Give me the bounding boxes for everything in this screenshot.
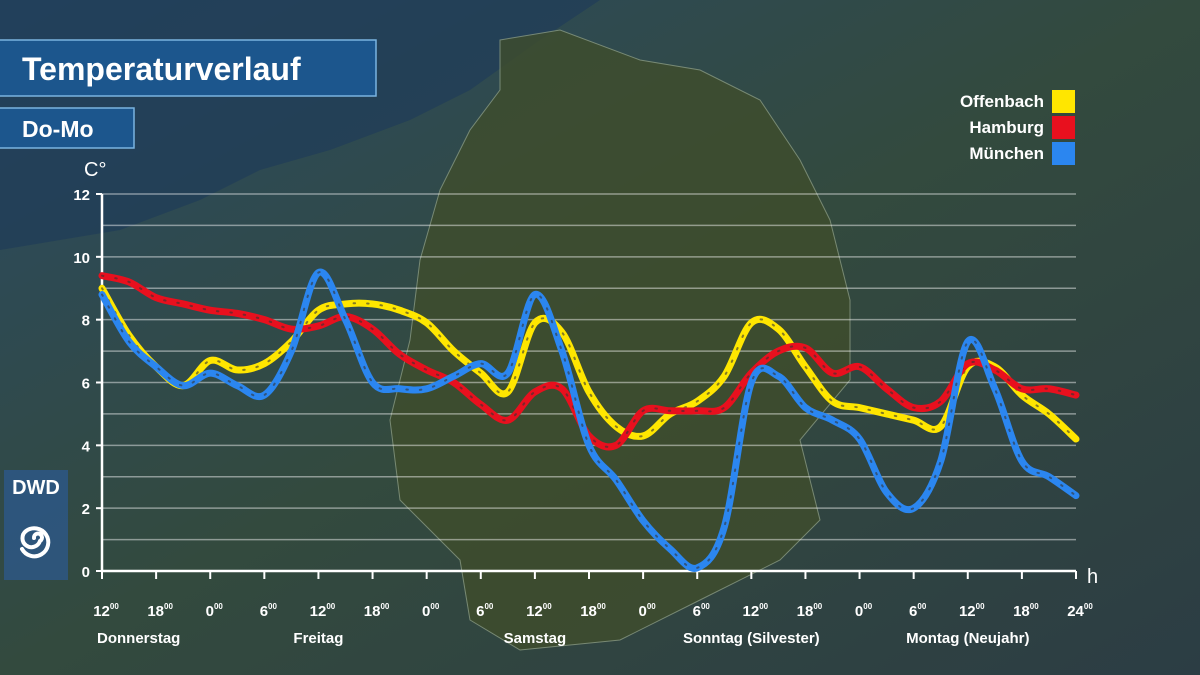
x-tick-minutes: 00	[268, 602, 277, 611]
x-tick-label: 000	[422, 602, 440, 620]
x-tick-hour: 12	[310, 603, 327, 620]
x-tick-label: 1800	[580, 602, 606, 620]
x-tick-hour: 6	[909, 603, 917, 620]
y-tick-label: 12	[73, 187, 90, 204]
y-tick-label: 4	[82, 438, 91, 455]
x-tick-minutes: 00	[164, 602, 173, 611]
x-tick-hour: 18	[1013, 603, 1030, 620]
x-tick-minutes: 00	[597, 602, 606, 611]
x-tick-hour: 24	[1067, 603, 1084, 620]
legend-swatch	[1052, 142, 1075, 165]
legend-label: München	[969, 144, 1044, 163]
x-tick-minutes: 00	[110, 602, 119, 611]
x-tick-hour: 12	[93, 603, 110, 620]
series-line	[98, 268, 1080, 572]
y-axis-label: C°	[84, 159, 106, 181]
x-tick-minutes: 00	[214, 602, 223, 611]
x-tick-hour: 6	[693, 603, 701, 620]
x-tick-minutes: 00	[430, 602, 439, 611]
day-label: Montag (Neujahr)	[906, 630, 1029, 647]
x-tick-label: 600	[693, 602, 711, 620]
legend-swatch	[1052, 90, 1075, 113]
day-label: Sonntag (Silvester)	[683, 630, 820, 647]
logo-spiral	[20, 526, 51, 559]
y-tick-label: 0	[82, 564, 90, 581]
x-tick-hour: 6	[260, 603, 268, 620]
y-tick-label: 8	[82, 313, 90, 330]
x-tick-minutes: 00	[813, 602, 822, 611]
chart-subtitle: Do-Mo	[22, 116, 94, 142]
x-tick-minutes: 00	[326, 602, 335, 611]
x-tick-label: 1800	[797, 602, 823, 620]
x-tick-hour: 12	[526, 603, 543, 620]
x-tick-hour: 18	[147, 603, 164, 620]
y-tick-label: 10	[73, 250, 90, 267]
x-tick-label: 1200	[526, 602, 552, 620]
day-label: Freitag	[293, 630, 343, 647]
germany-map	[389, 29, 851, 651]
x-tick-label: 1800	[364, 602, 390, 620]
x-tick-hour: 0	[206, 603, 214, 620]
x-tick-minutes: 00	[917, 602, 926, 611]
x-tick-hour: 0	[855, 603, 863, 620]
x-tick-label: 000	[638, 602, 656, 620]
x-tick-minutes: 00	[759, 602, 768, 611]
x-tick-hour: 18	[364, 603, 381, 620]
logo-text: DWD	[12, 477, 60, 499]
x-tick-hour: 12	[743, 603, 760, 620]
x-tick-minutes: 00	[701, 602, 710, 611]
x-tick-label: 600	[476, 602, 494, 620]
y-tick-label: 2	[82, 501, 90, 518]
series-line	[98, 284, 1080, 443]
x-tick-minutes: 00	[647, 602, 656, 611]
legend-label: Offenbach	[960, 92, 1044, 111]
legend-swatch	[1052, 116, 1075, 139]
x-tick-hour: 0	[422, 603, 430, 620]
x-tick-label: 1800	[147, 602, 173, 620]
x-tick-label: 1200	[743, 602, 769, 620]
x-axis-label: h	[1087, 566, 1098, 588]
x-tick-minutes: 00	[543, 602, 552, 611]
x-tick-hour: 6	[476, 603, 484, 620]
subtitle-box	[0, 107, 135, 149]
x-tick-label: 1200	[959, 602, 985, 620]
series-dots	[101, 274, 1077, 448]
chart-title: Temperaturverlauf	[22, 51, 301, 87]
x-tick-label: 1200	[310, 602, 336, 620]
x-tick-label: 000	[855, 602, 873, 620]
x-tick-label: 1200	[93, 602, 119, 620]
x-tick-hour: 18	[797, 603, 814, 620]
title-box	[0, 39, 377, 97]
logo-box	[4, 470, 68, 580]
legend-label: Hamburg	[969, 118, 1044, 137]
x-tick-label: 600	[260, 602, 278, 620]
x-tick-hour: 18	[580, 603, 597, 620]
x-tick-label: 1800	[1013, 602, 1039, 620]
y-tick-label: 6	[82, 376, 90, 393]
x-tick-minutes: 00	[380, 602, 389, 611]
x-tick-minutes: 00	[1084, 602, 1093, 611]
x-tick-label: 000	[206, 602, 224, 620]
day-label: Samstag	[504, 630, 567, 647]
x-tick-label: 600	[909, 602, 927, 620]
x-tick-hour: 0	[638, 603, 646, 620]
x-tick-minutes: 00	[484, 602, 493, 611]
x-tick-minutes: 00	[1030, 602, 1039, 611]
x-tick-hour: 12	[959, 603, 976, 620]
x-tick-minutes: 00	[976, 602, 985, 611]
x-tick-minutes: 00	[863, 602, 872, 611]
x-tick-label: 2400	[1067, 602, 1093, 620]
day-label: Donnerstag	[97, 630, 180, 647]
